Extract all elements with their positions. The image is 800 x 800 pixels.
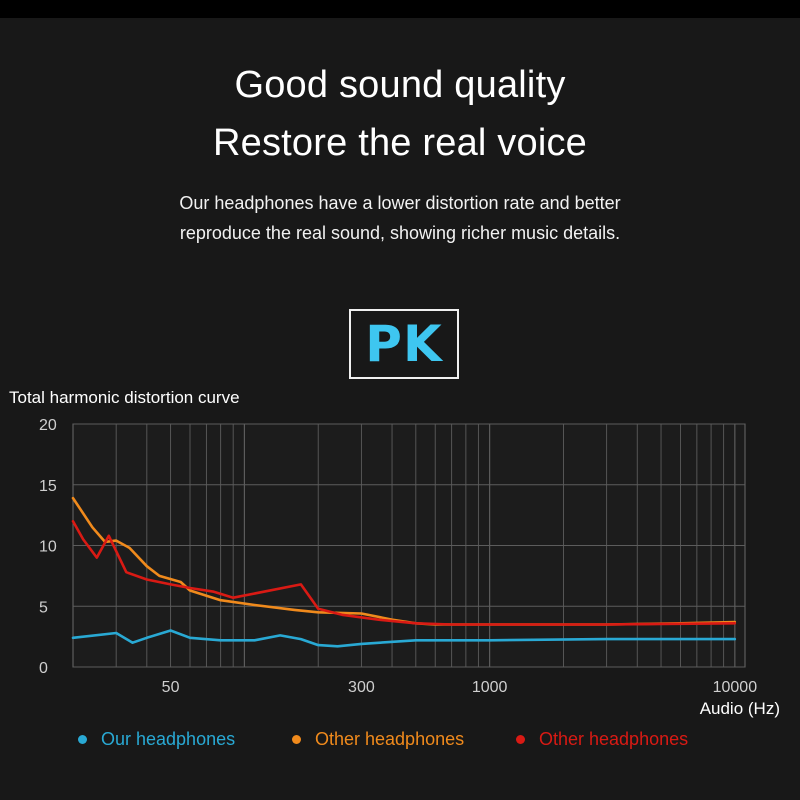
x-tick-label-2: 1000	[472, 679, 508, 696]
description-line-1: Our headphones have a lower distortion r…	[179, 193, 621, 213]
description-line-2: reproduce the real sound, showing richer…	[179, 223, 621, 243]
headline-primary: Good sound quality	[234, 64, 566, 106]
y-tick-label-2: 10	[39, 539, 57, 556]
y-tick-label-3: 15	[39, 478, 57, 495]
legend-dot-ours	[78, 735, 87, 744]
x-tick-label-0: 50	[162, 679, 180, 696]
legend-label-other-red: Other headphones	[539, 729, 689, 749]
chart-title: Total harmonic distortion curve	[9, 388, 240, 407]
x-tick-label-3: 10000	[713, 679, 758, 696]
pk-badge: PK	[349, 309, 459, 379]
series-line-other-red	[71, 519, 737, 626]
legend-item-other-orange: Other headphones	[292, 729, 464, 750]
legend-dot-other-orange	[292, 735, 301, 744]
legend-item-other-red: Other headphones	[516, 729, 688, 750]
legend-label-ours: Our headphones	[101, 729, 236, 749]
y-tick-label-4: 20	[39, 417, 57, 434]
legend-label-other-orange: Other headphones	[315, 729, 465, 749]
legend-dot-other-red	[516, 735, 525, 744]
top-band	[0, 0, 800, 18]
pk-badge-label: PK	[365, 315, 443, 373]
legend-item-ours: Our headphones	[78, 729, 235, 750]
page-background	[0, 18, 800, 800]
headline-secondary: Restore the real voice	[212, 122, 588, 164]
x-axis-label: Audio (Hz)	[700, 699, 780, 718]
x-tick-label-1: 300	[348, 679, 375, 696]
series-line-ours	[71, 629, 737, 648]
y-tick-label-0: 0	[39, 660, 48, 677]
y-tick-label-1: 5	[39, 599, 48, 616]
